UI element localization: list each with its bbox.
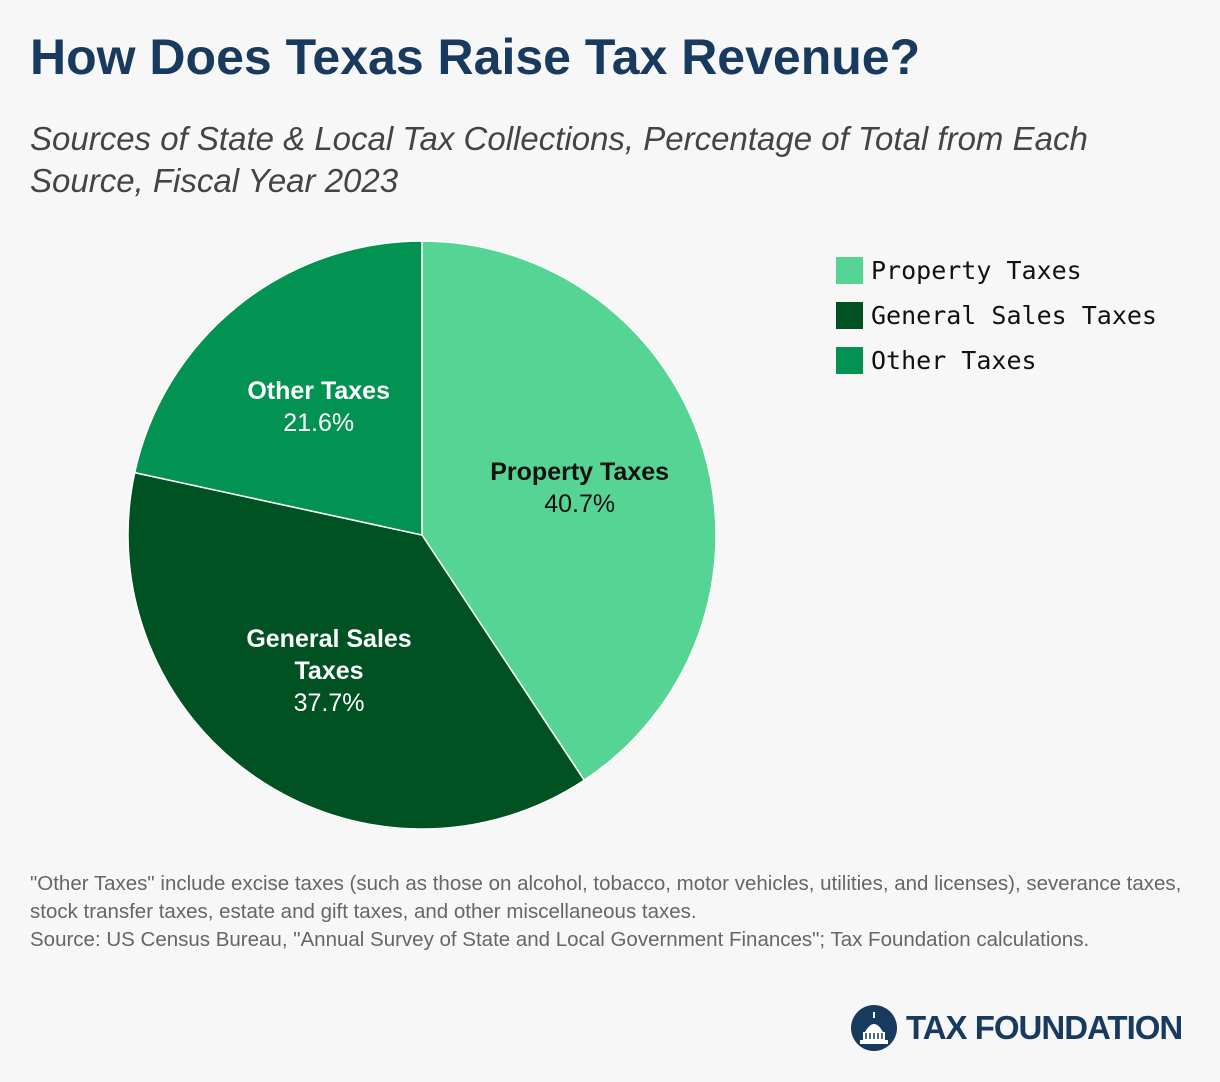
footer: "Other Taxes" include excise taxes (such… [30, 870, 1200, 954]
legend-label: Property Taxes [871, 256, 1082, 285]
legend-swatch [836, 347, 863, 374]
slice-value-label: 37.7% [293, 688, 365, 717]
chart-subtitle: Sources of State & Local Tax Collections… [30, 120, 1088, 199]
source: Source: US Census Bureau, "Annual Survey… [30, 928, 1090, 951]
legend-label: Other Taxes [871, 346, 1037, 375]
note: "Other Taxes" include excise taxes (such… [30, 872, 1182, 923]
slice-value-label: 21.6% [283, 408, 355, 437]
slice-category-label: Property Taxes [490, 457, 670, 486]
logo-icon [851, 1005, 897, 1051]
pie-slice [133, 240, 423, 536]
legend-item: General Sales Taxes [836, 293, 1157, 338]
legend-item: Other Taxes [836, 338, 1157, 383]
chart-title: How Does Texas Raise Tax Revenue? [30, 29, 921, 85]
logo: TAX FOUNDATION [850, 1004, 1183, 1052]
slice-label: General Sales Taxes 37.7% [229, 623, 429, 719]
slice-category-label: General Sales Taxes [246, 624, 412, 685]
legend: Property Taxes General Sales Taxes Other T… [836, 248, 1157, 383]
slice-label: Other Taxes 21.6% [219, 375, 419, 439]
legend-item: Property Taxes [836, 248, 1157, 293]
pie-slice [127, 471, 586, 830]
slice-value-label: 40.7% [544, 489, 616, 518]
legend-swatch [836, 257, 863, 284]
chart [127, 240, 717, 830]
slice-category-label: Other Taxes [247, 376, 390, 405]
logo-text: TAX FOUNDATION [906, 1009, 1183, 1046]
slice-label: Property Taxes 40.7% [480, 456, 680, 520]
legend-swatch [836, 302, 863, 329]
legend-label: General Sales Taxes [871, 301, 1157, 330]
